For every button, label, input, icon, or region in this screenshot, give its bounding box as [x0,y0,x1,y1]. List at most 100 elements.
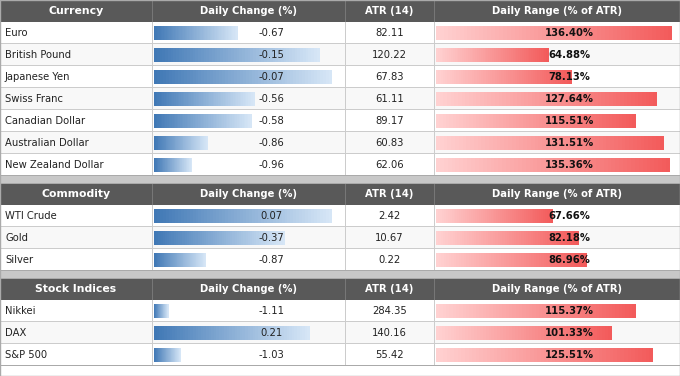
Bar [154,70,158,83]
Bar [279,326,282,340]
Bar [615,305,619,318]
Bar [507,26,511,39]
Bar [617,26,622,39]
Bar [296,70,300,83]
Text: 140.16: 140.16 [372,328,407,338]
Bar [526,209,528,223]
Bar [186,158,187,171]
Bar [592,114,596,127]
Bar [476,349,480,362]
Bar [483,253,487,267]
Bar [471,209,473,223]
Bar [449,305,453,318]
Bar [232,326,235,340]
Bar [179,136,180,150]
Bar [157,70,160,83]
Bar [513,49,515,62]
Bar [308,70,311,83]
Bar [234,114,236,127]
Bar [535,49,537,62]
Bar [168,49,171,62]
Bar [533,70,536,83]
Bar [456,158,460,171]
Bar [583,136,588,150]
Bar [462,114,466,127]
Bar [522,158,526,171]
Bar [552,114,556,127]
Bar [195,136,197,150]
Bar [568,92,573,106]
Bar [154,349,156,362]
Bar [632,305,636,318]
Bar [626,305,629,318]
Bar [155,305,156,318]
Bar [543,209,545,223]
Bar [514,209,516,223]
Bar [456,70,459,83]
Bar [590,92,594,106]
Text: Japanese Yen: Japanese Yen [5,72,71,82]
Bar [462,92,466,106]
Bar [528,92,532,106]
Bar [177,253,178,267]
Bar [597,26,602,39]
Bar [494,209,497,223]
Bar [543,49,545,62]
Bar [203,114,205,127]
Bar [489,114,493,127]
Bar [210,209,214,223]
Bar [612,305,616,318]
Bar [626,114,630,127]
Bar [186,92,188,106]
Bar [466,136,471,150]
Bar [224,114,226,127]
Bar [180,231,183,245]
Bar [455,136,459,150]
Bar [615,114,619,127]
Bar [209,92,211,106]
Bar [479,231,481,245]
Bar [158,231,161,245]
Bar [473,92,477,106]
Text: 127.64%: 127.64% [545,94,594,104]
Bar [164,305,165,318]
Bar [566,70,569,83]
Bar [546,253,549,267]
Bar [174,158,175,171]
Bar [163,231,165,245]
Bar [191,253,192,267]
Bar [226,26,228,39]
Bar [464,231,467,245]
Bar [434,227,435,249]
Bar [628,26,633,39]
Bar [288,70,291,83]
Text: 131.51%: 131.51% [545,138,594,148]
Bar [434,249,435,271]
Bar [448,26,452,39]
Bar [182,49,185,62]
Bar [163,349,164,362]
Bar [558,26,562,39]
Bar [609,92,613,106]
Bar [221,114,223,127]
Bar [311,70,315,83]
Bar [561,158,565,171]
Bar [546,114,549,127]
Bar [519,26,523,39]
Bar [194,114,197,127]
Bar [157,158,158,171]
Bar [509,326,513,340]
Bar [438,70,441,83]
Bar [483,209,486,223]
Bar [229,326,233,340]
Bar [263,326,267,340]
Bar [177,114,179,127]
Bar [447,209,450,223]
Bar [233,26,235,39]
Bar [0,344,680,366]
Bar [554,253,557,267]
Bar [568,136,573,150]
Bar [594,326,597,340]
Bar [512,136,516,150]
Bar [178,158,179,171]
